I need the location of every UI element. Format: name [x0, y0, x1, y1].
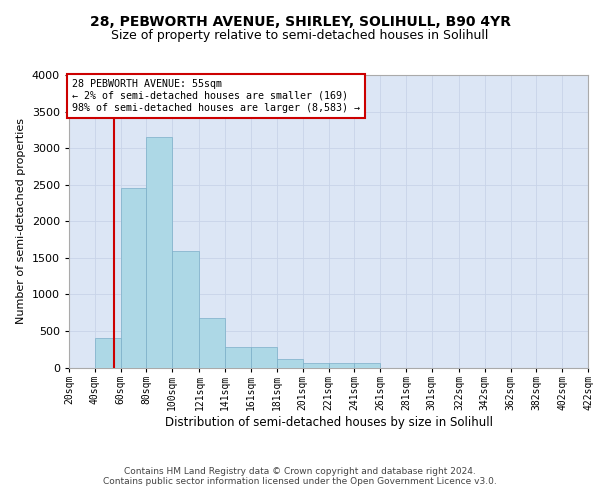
Bar	[172, 250, 199, 368]
Text: Contains public sector information licensed under the Open Government Licence v3: Contains public sector information licen…	[103, 478, 497, 486]
Bar	[329, 363, 355, 368]
Bar	[225, 347, 251, 368]
Bar	[121, 188, 146, 368]
Y-axis label: Number of semi-detached properties: Number of semi-detached properties	[16, 118, 26, 324]
Text: Size of property relative to semi-detached houses in Solihull: Size of property relative to semi-detach…	[112, 28, 488, 42]
Text: Distribution of semi-detached houses by size in Solihull: Distribution of semi-detached houses by …	[165, 416, 493, 429]
Bar	[277, 360, 302, 368]
Text: 28 PEBWORTH AVENUE: 55sqm
← 2% of semi-detached houses are smaller (169)
98% of : 28 PEBWORTH AVENUE: 55sqm ← 2% of semi-d…	[71, 80, 359, 112]
Bar	[355, 364, 380, 368]
Bar	[146, 137, 172, 368]
Bar	[251, 347, 277, 368]
Bar	[199, 318, 225, 368]
Text: 28, PEBWORTH AVENUE, SHIRLEY, SOLIHULL, B90 4YR: 28, PEBWORTH AVENUE, SHIRLEY, SOLIHULL, …	[89, 16, 511, 30]
Bar	[302, 362, 329, 368]
Bar	[95, 338, 121, 368]
Text: Contains HM Land Registry data © Crown copyright and database right 2024.: Contains HM Land Registry data © Crown c…	[124, 467, 476, 476]
